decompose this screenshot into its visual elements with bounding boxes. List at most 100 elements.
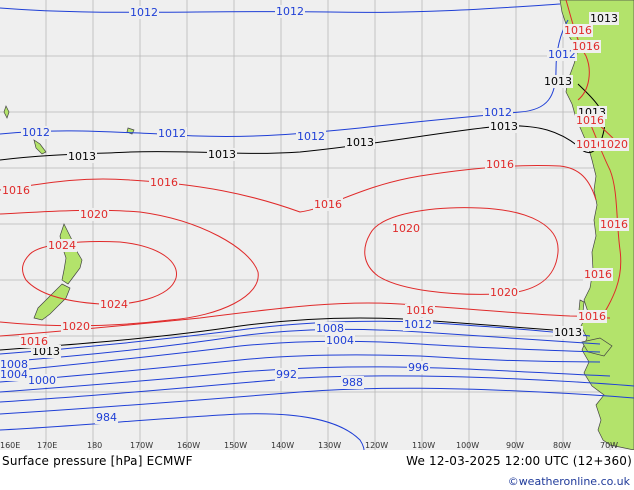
- isobar-label-background: [543, 75, 573, 88]
- isobar-label-background: [575, 138, 605, 151]
- new-caledonia: [33, 139, 47, 155]
- isobar-label-background: [47, 239, 77, 252]
- isobar-label-background: [315, 322, 345, 335]
- isobar-label-background: [0, 368, 29, 381]
- vanuatu-island: [3, 105, 10, 119]
- isobar-label: 1000: [28, 374, 56, 387]
- isobar-label: 1008: [316, 322, 344, 335]
- isobar-label: 1024: [48, 239, 76, 252]
- isobar-label-background: [341, 376, 364, 389]
- isobar-label: 1016: [2, 184, 30, 197]
- isobar-coast-1016-a: [565, 0, 590, 101]
- isobar-1012-north-top: [0, 3, 561, 13]
- isobar-label: 1016: [600, 218, 628, 231]
- isobar-label-background: [485, 158, 515, 171]
- isobar-label: 1016: [576, 114, 604, 127]
- isobar-label-background: [1, 184, 31, 197]
- isobar-label-background: [405, 304, 435, 317]
- isobar-label: 1016: [486, 158, 514, 171]
- isobar-label: 1016: [564, 24, 592, 37]
- isobar-label: 1012: [130, 6, 158, 19]
- credit-link[interactable]: ©weatheronline.co.uk: [507, 475, 630, 488]
- isobar-label-background: [296, 130, 326, 143]
- isobar-label: 984: [96, 411, 117, 424]
- map-footer: Surface pressure [hPa] ECMWF We 12-03-20…: [0, 450, 634, 490]
- isobar-1012-tropical: [0, 19, 569, 137]
- isobar-label-background: [553, 326, 583, 339]
- longitude-label: 100W: [456, 441, 479, 450]
- ocean-background: [0, 0, 634, 450]
- isobar-label: 1020: [600, 138, 628, 151]
- isobar-label: 996: [408, 361, 429, 374]
- isobar-label: 1024: [100, 298, 128, 311]
- isobar-lines: [0, 0, 634, 450]
- isobar-1013-south: [0, 317, 581, 351]
- isobar-label-background: [589, 12, 619, 25]
- isobar-label: 1020: [392, 222, 420, 235]
- longitude-label: 90W: [506, 441, 524, 450]
- isobar-label: 1016: [578, 310, 606, 323]
- isobar-label-background: [157, 127, 187, 140]
- isobar-label: 1016: [20, 335, 48, 348]
- isobar-label: 1012: [158, 127, 186, 140]
- map-title: Surface pressure [hPa] ECMWF: [2, 454, 193, 468]
- isobar-label: 1013: [68, 150, 96, 163]
- longitude-label: 170E: [37, 441, 57, 450]
- isobar-label-background: [275, 5, 305, 18]
- isobar-label-background: [19, 335, 49, 348]
- longitude-label: 120W: [365, 441, 388, 450]
- longitude-labels: 160E 170E 180 170W 160W 150W 140W 130W 1…: [0, 441, 618, 450]
- isobar-label: 1012: [548, 48, 576, 61]
- isobar-label-background: [575, 114, 605, 127]
- longitude-label: 80W: [553, 441, 571, 450]
- isobar-label: 1004: [326, 334, 354, 347]
- pressure-map: 1012 1012 1012 1012 1012 1012 1012 1013 …: [0, 0, 634, 450]
- isobar-1004: [0, 340, 601, 373]
- isobar-label-background: [599, 138, 629, 151]
- isobar-label: 1016: [406, 304, 434, 317]
- isobar-label: 1020: [490, 286, 518, 299]
- longitude-label: 170W: [130, 441, 153, 450]
- longitude-label: 180: [87, 441, 102, 450]
- isobar-label: 1016: [576, 138, 604, 151]
- longitude-label: 140W: [271, 441, 294, 450]
- isobar-label-background: [577, 310, 607, 323]
- isobar-label: 1016: [150, 176, 178, 189]
- isobar-label: 1013: [32, 345, 60, 358]
- isobar-label: 1004: [0, 368, 28, 381]
- isobar-1016-south: [0, 302, 611, 337]
- longitude-label: 160W: [177, 441, 200, 450]
- isobar-1024-new-zealand: [22, 241, 177, 305]
- isobar-label-background: [407, 361, 430, 374]
- isobar-label-background: [583, 268, 613, 281]
- isobar-label-background: [483, 106, 513, 119]
- isobar-label-background: [313, 198, 343, 211]
- isobar-label-background: [345, 136, 375, 149]
- isobar-label: 1013: [554, 326, 582, 339]
- new-zealand-south-island: [33, 283, 71, 321]
- isobar-label-background: [489, 286, 519, 299]
- longitude-label: 160E: [0, 441, 20, 450]
- isobar-label-background: [79, 208, 109, 221]
- isobar-996: [0, 366, 611, 393]
- isobar-label: 1012: [404, 318, 432, 331]
- isobar-label-background: [67, 150, 97, 163]
- isobar-label-background: [61, 320, 91, 333]
- valid-time: We 12-03-2025 12:00 UTC (12+360): [406, 454, 632, 468]
- isobar-label-background: [27, 374, 57, 387]
- isobar-label: 1012: [297, 130, 325, 143]
- isobar-label-background: [571, 40, 601, 53]
- isobar-label: 1013: [208, 148, 236, 161]
- longitude-label: 150W: [224, 441, 247, 450]
- isobar-label: 1020: [62, 320, 90, 333]
- isobar-label-background: [149, 176, 179, 189]
- isobar-label: 1013: [544, 75, 572, 88]
- isobar-label: 1016: [572, 40, 600, 53]
- isobar-label-background: [599, 218, 629, 231]
- longitude-label: 70W: [600, 441, 618, 450]
- isobar-label-background: [31, 345, 61, 358]
- isobar-label: 1013: [490, 120, 518, 133]
- isobar-label: 1013: [346, 136, 374, 149]
- isobar-label-background: [391, 222, 421, 235]
- isobar-label-background: [99, 298, 129, 311]
